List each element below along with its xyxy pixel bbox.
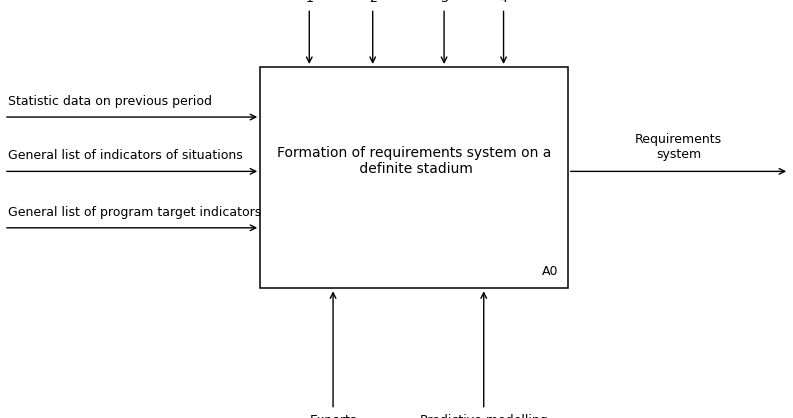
- Text: Statistic data on previous period: Statistic data on previous period: [8, 95, 212, 108]
- Bar: [260, 67, 568, 288]
- Text: 3: 3: [440, 0, 448, 5]
- Text: General list of program target indicators: General list of program target indicator…: [8, 206, 261, 219]
- Text: General list of indicators of situations: General list of indicators of situations: [8, 149, 243, 162]
- Text: 1: 1: [305, 0, 313, 5]
- Text: A0: A0: [542, 265, 558, 278]
- Text: Requirements
system: Requirements system: [635, 133, 722, 161]
- Text: 4: 4: [500, 0, 508, 5]
- Text: Experts: Experts: [309, 414, 357, 418]
- Text: 2: 2: [369, 0, 377, 5]
- Text: Predictive modelling
systems: Predictive modelling systems: [419, 414, 548, 418]
- Text: Formation of requirements system on a
 definite stadium: Formation of requirements system on a de…: [277, 146, 551, 176]
